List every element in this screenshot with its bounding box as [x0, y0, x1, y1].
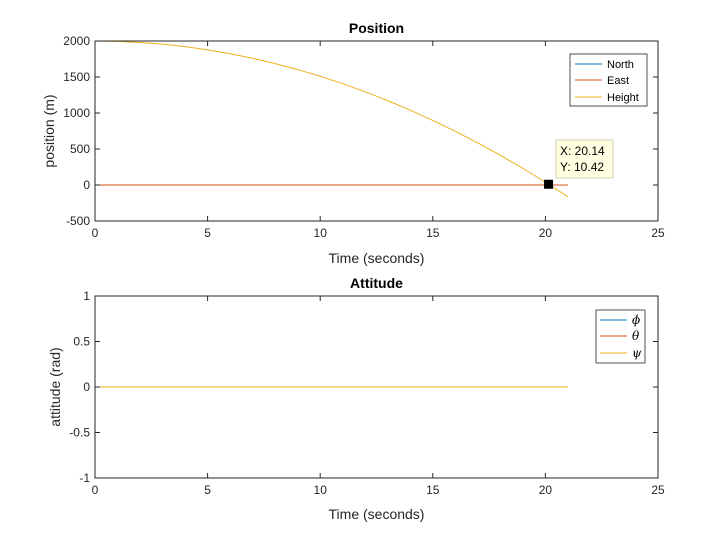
legend-label-psi: ψ	[632, 346, 642, 360]
position-series-2-line	[95, 41, 569, 198]
attitude-xtick-label: 0	[92, 483, 99, 497]
datatip-box	[555, 139, 614, 179]
position-ytick-label: -500	[66, 214, 90, 228]
attitude-ytick-label: 0	[83, 380, 90, 394]
attitude-xtick-label: 5	[204, 483, 211, 497]
position-xtick-label: 20	[539, 226, 553, 240]
position-xtick-label: 0	[92, 226, 99, 240]
position-plot-area	[95, 41, 658, 221]
position-xlabel: Time (seconds)	[329, 250, 425, 266]
position-title: Position	[349, 20, 404, 36]
position-ytick-label: 1000	[63, 106, 90, 120]
position-xtick-label: 15	[426, 226, 440, 240]
attitude-legend: ϕ θ ψ	[595, 309, 646, 364]
position-xtick-label: 10	[314, 226, 328, 240]
attitude-ytick-label: -1	[79, 471, 90, 485]
legend-label-theta: θ	[632, 329, 640, 343]
position-xtick-label: 25	[651, 226, 665, 240]
position-axes-box	[94, 40, 659, 222]
legend-label-east: East	[607, 75, 629, 87]
attitude-axes: 0 5 10 15 20 25 -1 -0.5 0 0.5 1 Attitude Time (sec…	[47, 275, 665, 522]
attitude-ytick-label: -0.5	[69, 426, 90, 440]
legend-label-north: North	[607, 59, 634, 71]
attitude-xtick-label: 25	[651, 483, 665, 497]
position-legend: North East Height	[569, 53, 648, 107]
datatip-marker[interactable]	[544, 179, 554, 189]
attitude-xlabel: Time (seconds)	[329, 506, 425, 522]
attitude-xtick-label: 10	[314, 483, 328, 497]
attitude-ytick-label: 1	[83, 289, 90, 303]
position-ylabel: position (m)	[41, 94, 57, 167]
attitude-ytick-label: 0.5	[73, 335, 90, 349]
position-xtick-label: 5	[204, 226, 211, 240]
legend-label-height: Height	[607, 92, 639, 104]
attitude-ylabel: attitude (rad)	[47, 347, 63, 426]
datatip[interactable]: X: 20.14 Y: 10.42	[544, 139, 614, 189]
attitude-title: Attitude	[350, 275, 403, 291]
position-ytick-label: 500	[70, 142, 90, 156]
attitude-xtick-label: 20	[539, 483, 553, 497]
attitude-xtick-label: 15	[426, 483, 440, 497]
legend-label-phi: ϕ	[632, 313, 640, 327]
position-ytick-label: 1500	[63, 70, 90, 84]
position-ytick-label: 0	[83, 178, 90, 192]
datatip-x-text: X: 20.14	[560, 144, 605, 158]
datatip-y-text: Y: 10.42	[560, 160, 604, 174]
position-ytick-label: 2000	[63, 34, 90, 48]
